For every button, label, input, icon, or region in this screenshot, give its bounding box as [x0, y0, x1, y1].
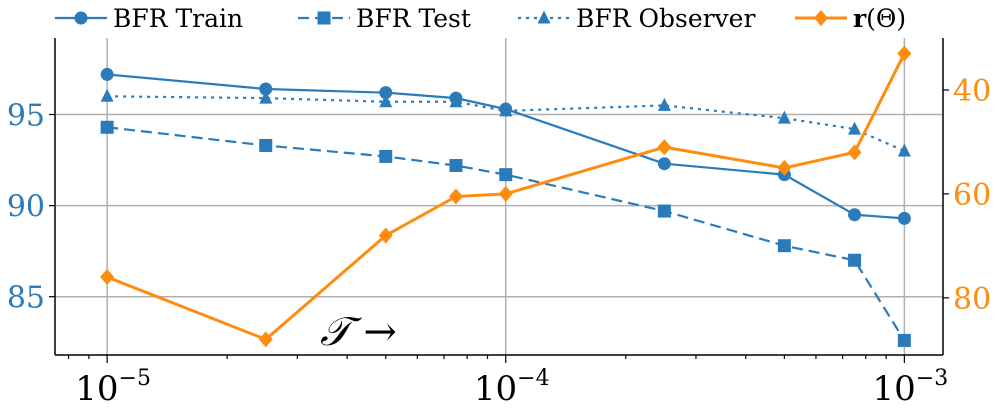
legend-entry: BFR Train: [55, 4, 243, 33]
data-point-bfr-observer: [499, 103, 513, 117]
legend-label: r(Θ): [853, 4, 906, 33]
data-point-bfr-observer: [449, 94, 463, 108]
x-tick-label: 10−5: [75, 366, 151, 408]
data-point-bfr-observer: [848, 121, 862, 135]
series-r: [100, 45, 912, 348]
grid-lines: [55, 38, 943, 355]
y-left-tick-label: 95: [7, 99, 45, 134]
data-point-bfr-train: [657, 157, 671, 171]
data-point-bfr-test: [449, 159, 463, 173]
legend-marker: [74, 11, 88, 25]
data-point-bfr-train: [100, 67, 114, 81]
y-left-tick-label: 85: [7, 281, 45, 316]
data-point-bfr-test: [100, 120, 114, 134]
axes: [49, 38, 949, 363]
data-point-bfr-test: [499, 168, 513, 182]
y-right-tick-label: 40: [953, 74, 991, 109]
legend-label: BFR Test: [356, 4, 471, 33]
data-point-bfr-train: [897, 211, 911, 225]
legend-marker: [317, 11, 331, 25]
legend-entry: BFR Observer: [518, 4, 755, 33]
legend-marker: [814, 10, 828, 26]
y-right-tick-label: 80: [953, 282, 991, 317]
data-point-r: [847, 144, 862, 161]
data-point-bfr-observer: [657, 97, 671, 111]
data-point-bfr-test: [379, 149, 393, 163]
data-point-bfr-train: [259, 82, 273, 96]
data-point-r: [448, 188, 463, 205]
data-point-bfr-observer: [259, 90, 273, 104]
series-layer: [100, 45, 912, 348]
legend-entry: BFR Test: [298, 4, 471, 33]
data-point-r: [498, 185, 513, 202]
data-point-r: [657, 139, 672, 156]
data-point-r: [378, 227, 393, 244]
data-point-bfr-observer: [897, 143, 911, 157]
data-point-bfr-train: [848, 208, 862, 222]
data-point-bfr-train: [379, 86, 393, 100]
data-point-bfr-observer: [100, 88, 114, 102]
data-point-bfr-test: [657, 204, 671, 218]
data-point-r: [897, 45, 912, 62]
legend: BFR Train BFR Test BFR Observer r(Θ): [55, 4, 906, 33]
data-point-bfr-observer: [379, 94, 393, 108]
data-point-r: [777, 159, 792, 176]
legend-marker: [537, 10, 551, 24]
legend-label: BFR Observer: [576, 4, 755, 33]
data-point-bfr-observer: [777, 110, 791, 124]
data-point-bfr-test: [259, 138, 273, 152]
data-point-bfr-test: [777, 239, 791, 253]
annotation-tau-arrow: 𝒯 →: [320, 309, 397, 355]
data-point-bfr-test: [848, 253, 862, 267]
x-tick-label: 10−3: [873, 366, 949, 408]
tick-labels: 10−5 10−4 10−3 85 90 95 40 60 80: [7, 74, 991, 408]
y-right-tick-label: 60: [953, 178, 991, 213]
x-tick-label: 10−4: [474, 366, 550, 408]
legend-label: BFR Train: [113, 4, 243, 33]
data-point-r: [258, 331, 273, 348]
data-point-bfr-test: [897, 333, 911, 347]
data-point-r: [100, 269, 115, 286]
y-left-tick-label: 90: [7, 190, 45, 225]
series-bfr-test: [100, 120, 911, 347]
series-bfr-observer: [100, 88, 911, 157]
legend-entry: r(Θ): [795, 4, 906, 33]
